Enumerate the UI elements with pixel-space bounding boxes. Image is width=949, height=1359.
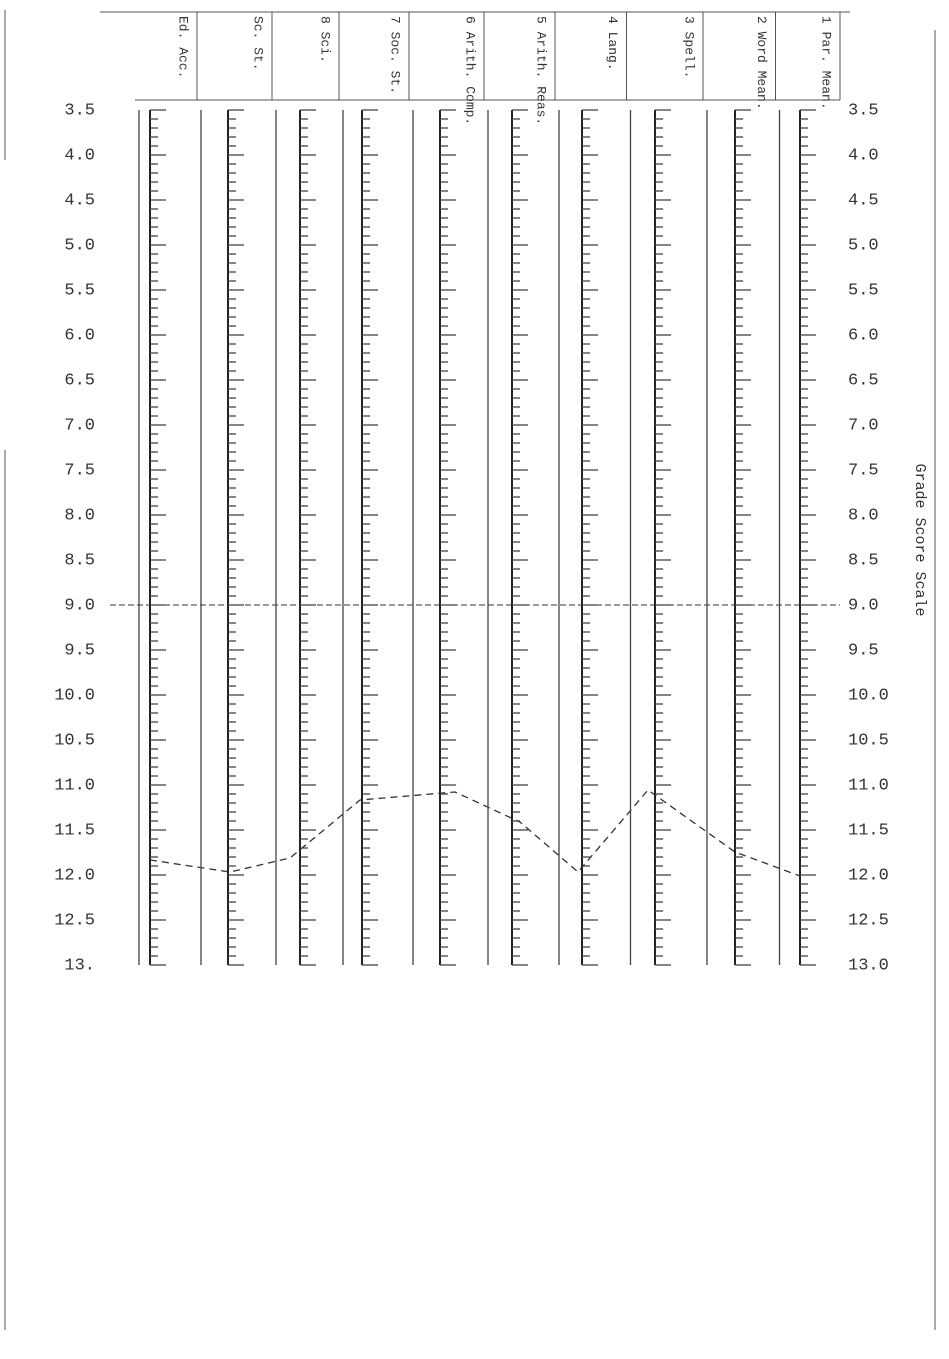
right-scale-label: 10.0 bbox=[848, 686, 889, 705]
column-header: 7 Soc. St. bbox=[388, 16, 403, 94]
left-scale-label: 7.5 bbox=[64, 461, 95, 480]
right-scale-label: 9.0 bbox=[848, 596, 879, 615]
left-scale-label: 12.5 bbox=[54, 911, 95, 930]
right-scale-label: 8.5 bbox=[848, 551, 879, 570]
left-scale-label: 11.0 bbox=[54, 776, 95, 795]
left-scale-label: 6.0 bbox=[64, 326, 95, 345]
right-scale-label: 11.5 bbox=[848, 821, 889, 840]
column-header: Ed. Acc. bbox=[176, 16, 191, 78]
left-scale-label: 10.0 bbox=[54, 686, 95, 705]
right-scale-label: 6.0 bbox=[848, 326, 879, 345]
left-scale-label: 3.5 bbox=[64, 101, 95, 120]
right-scale-label: 12.0 bbox=[848, 866, 889, 885]
right-scale-label: 6.5 bbox=[848, 371, 879, 390]
column-header: 5 Arith. Reas. bbox=[534, 16, 549, 125]
right-scale-label: 9.5 bbox=[848, 641, 879, 660]
column-header: 1 Par. Mean. bbox=[819, 16, 834, 110]
left-scale-label: 12.0 bbox=[54, 866, 95, 885]
left-scale-label: 10.5 bbox=[54, 731, 95, 750]
left-scale-label: 9.5 bbox=[64, 641, 95, 660]
right-scale-label: 3.5 bbox=[848, 101, 879, 120]
right-scale-label: 5.5 bbox=[848, 281, 879, 300]
right-scale-label: 4.5 bbox=[848, 191, 879, 210]
column-header: 4 Lang. bbox=[605, 16, 620, 71]
column-header: 2 Word Mean. bbox=[754, 16, 769, 110]
left-scale-label: 8.5 bbox=[64, 551, 95, 570]
right-scale-label: 8.0 bbox=[848, 506, 879, 525]
right-scale-label: 5.0 bbox=[848, 236, 879, 255]
right-scale-label: 12.5 bbox=[848, 911, 889, 930]
right-scale-label: 13.0 bbox=[848, 956, 889, 975]
column-header: 8 Sci. bbox=[318, 16, 333, 63]
left-scale-label: 4.5 bbox=[64, 191, 95, 210]
left-scale-label: 9.0 bbox=[64, 596, 95, 615]
right-scale-label: 7.5 bbox=[848, 461, 879, 480]
column-header: 6 Arith. Comp. bbox=[463, 16, 478, 125]
left-scale-label: 11.5 bbox=[54, 821, 95, 840]
left-scale-label: 6.5 bbox=[64, 371, 95, 390]
left-scale-label: 7.0 bbox=[64, 416, 95, 435]
right-scale-label: 10.5 bbox=[848, 731, 889, 750]
column-header: 3 Spell. bbox=[682, 16, 697, 78]
right-scale-label: 7.0 bbox=[848, 416, 879, 435]
right-scale-label: 11.0 bbox=[848, 776, 889, 795]
right-scale-label: 4.0 bbox=[848, 146, 879, 165]
left-scale-label: 5.5 bbox=[64, 281, 95, 300]
left-scale-label: 5.0 bbox=[64, 236, 95, 255]
left-scale-label: 13. bbox=[64, 956, 95, 975]
scale-title: Grade Score Scale bbox=[911, 463, 928, 616]
left-scale-label: 4.0 bbox=[64, 146, 95, 165]
column-header: Sc. St. bbox=[251, 16, 266, 71]
profile-line bbox=[149, 789, 801, 877]
left-scale-label: 8.0 bbox=[64, 506, 95, 525]
